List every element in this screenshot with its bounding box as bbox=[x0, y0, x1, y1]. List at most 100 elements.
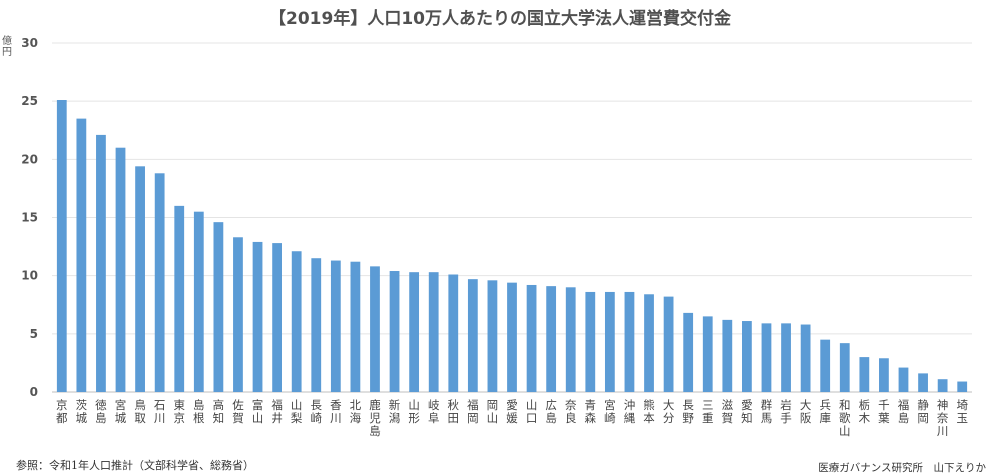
bar bbox=[526, 284, 537, 392]
bar bbox=[311, 258, 322, 392]
x-tick-label: 鳥取 bbox=[134, 398, 146, 425]
x-tick-label: 宮崎 bbox=[604, 398, 616, 425]
x-tick-label: 佐賀 bbox=[232, 398, 244, 425]
bar bbox=[233, 237, 243, 392]
x-tick-label: 大阪 bbox=[800, 398, 812, 425]
bar bbox=[565, 287, 576, 392]
bar bbox=[879, 358, 889, 392]
bar bbox=[252, 241, 263, 392]
x-tick-label: 広島 bbox=[545, 398, 557, 425]
bar bbox=[624, 291, 635, 392]
x-tick-label: 福岡 bbox=[467, 398, 479, 425]
bar bbox=[546, 286, 557, 392]
x-tick-label: 香川 bbox=[330, 398, 342, 425]
bar bbox=[174, 205, 185, 392]
x-tick-label: 福井 bbox=[271, 398, 283, 425]
x-tick-label: 北海 bbox=[350, 398, 362, 425]
x-tick-label: 岐阜 bbox=[428, 398, 440, 425]
bar bbox=[781, 323, 791, 392]
bar bbox=[683, 312, 694, 392]
bar bbox=[291, 251, 302, 392]
bar bbox=[330, 260, 341, 392]
x-tick-label: 徳島 bbox=[95, 398, 107, 425]
x-tick-label: 宮城 bbox=[115, 398, 127, 425]
x-tick-label: 長野 bbox=[682, 398, 694, 425]
y-tick-label: 25 bbox=[21, 94, 38, 108]
bar bbox=[507, 282, 517, 392]
bar bbox=[859, 357, 870, 392]
y-tick-label: 0 bbox=[30, 385, 38, 399]
bar bbox=[350, 261, 361, 392]
bar bbox=[193, 211, 204, 392]
x-tick-label: 和歌山 bbox=[839, 398, 851, 438]
y-axis-label: 億円 bbox=[2, 36, 12, 58]
x-tick-label: 茨城 bbox=[76, 398, 88, 425]
x-tick-label: 岡山 bbox=[487, 398, 499, 425]
x-tick-label: 埼玉 bbox=[956, 398, 968, 425]
bar bbox=[937, 379, 948, 392]
x-tick-label: 石川 bbox=[154, 398, 166, 425]
x-tick-label: 千葉 bbox=[878, 398, 890, 425]
x-tick-label: 山梨 bbox=[291, 398, 303, 425]
bar bbox=[742, 321, 752, 392]
x-tick-label: 東京 bbox=[173, 398, 185, 425]
x-tick-label: 山形 bbox=[408, 398, 420, 425]
bar bbox=[56, 100, 67, 393]
x-tick-label: 熊本 bbox=[643, 398, 655, 425]
x-tick-label: 福島 bbox=[898, 398, 910, 425]
bar bbox=[722, 319, 733, 392]
x-tick-label: 滋賀 bbox=[722, 398, 734, 425]
x-tick-label: 秋田 bbox=[448, 398, 460, 425]
x-tick-label: 岩手 bbox=[780, 398, 792, 425]
bar bbox=[604, 291, 615, 392]
y-tick-label: 30 bbox=[21, 36, 38, 50]
bar bbox=[115, 147, 126, 392]
chart-title: 【2019年】人口10万人あたりの国立大学法人運営費交付金 bbox=[269, 9, 731, 29]
x-tick-label: 愛知 bbox=[741, 398, 753, 425]
x-tick-label: 沖縄 bbox=[624, 398, 636, 425]
bar bbox=[76, 118, 87, 392]
bar bbox=[702, 316, 713, 392]
x-tick-label: 京都 bbox=[56, 398, 68, 425]
bar bbox=[154, 173, 165, 392]
y-tick-label: 5 bbox=[30, 327, 38, 341]
bar bbox=[389, 271, 400, 392]
x-tick-label: 富山 bbox=[252, 398, 264, 425]
y-tick-label: 10 bbox=[21, 269, 38, 283]
bar bbox=[428, 272, 439, 392]
x-tick-label: 島根 bbox=[193, 398, 205, 425]
bar bbox=[487, 280, 498, 392]
credit-note: 医療ガバナンス研究所 山下えりか bbox=[818, 462, 986, 474]
bar bbox=[213, 222, 224, 392]
y-tick-label: 15 bbox=[21, 211, 38, 225]
bar bbox=[448, 274, 459, 392]
source-note: 参照：令和1年人口推計（文部科学省、総務省） bbox=[16, 459, 254, 472]
x-tick-label: 奈良 bbox=[565, 398, 577, 425]
bar bbox=[820, 339, 831, 392]
bar bbox=[839, 343, 850, 392]
bar bbox=[272, 243, 282, 392]
bar bbox=[898, 367, 909, 392]
bar bbox=[663, 296, 674, 392]
bar bbox=[96, 134, 106, 393]
x-tick-label: 長崎 bbox=[311, 398, 323, 425]
x-tick-label: 愛媛 bbox=[506, 398, 518, 425]
bar bbox=[800, 324, 811, 392]
bar bbox=[370, 266, 380, 392]
bar bbox=[761, 323, 772, 392]
x-tick-label: 群馬 bbox=[761, 398, 773, 425]
bar bbox=[918, 373, 928, 392]
bar bbox=[644, 294, 654, 392]
y-tick-label: 20 bbox=[21, 152, 38, 166]
x-tick-label: 山口 bbox=[526, 398, 538, 425]
bar bbox=[957, 381, 968, 392]
x-tick-label: 高知 bbox=[213, 398, 225, 425]
x-tick-label: 大分 bbox=[663, 398, 675, 425]
x-tick-label: 静岡 bbox=[917, 398, 929, 425]
bar bbox=[409, 272, 420, 392]
bar bbox=[585, 291, 596, 392]
x-tick-label: 三重 bbox=[702, 398, 714, 425]
bar bbox=[467, 279, 478, 392]
x-tick-label: 青森 bbox=[585, 398, 597, 425]
